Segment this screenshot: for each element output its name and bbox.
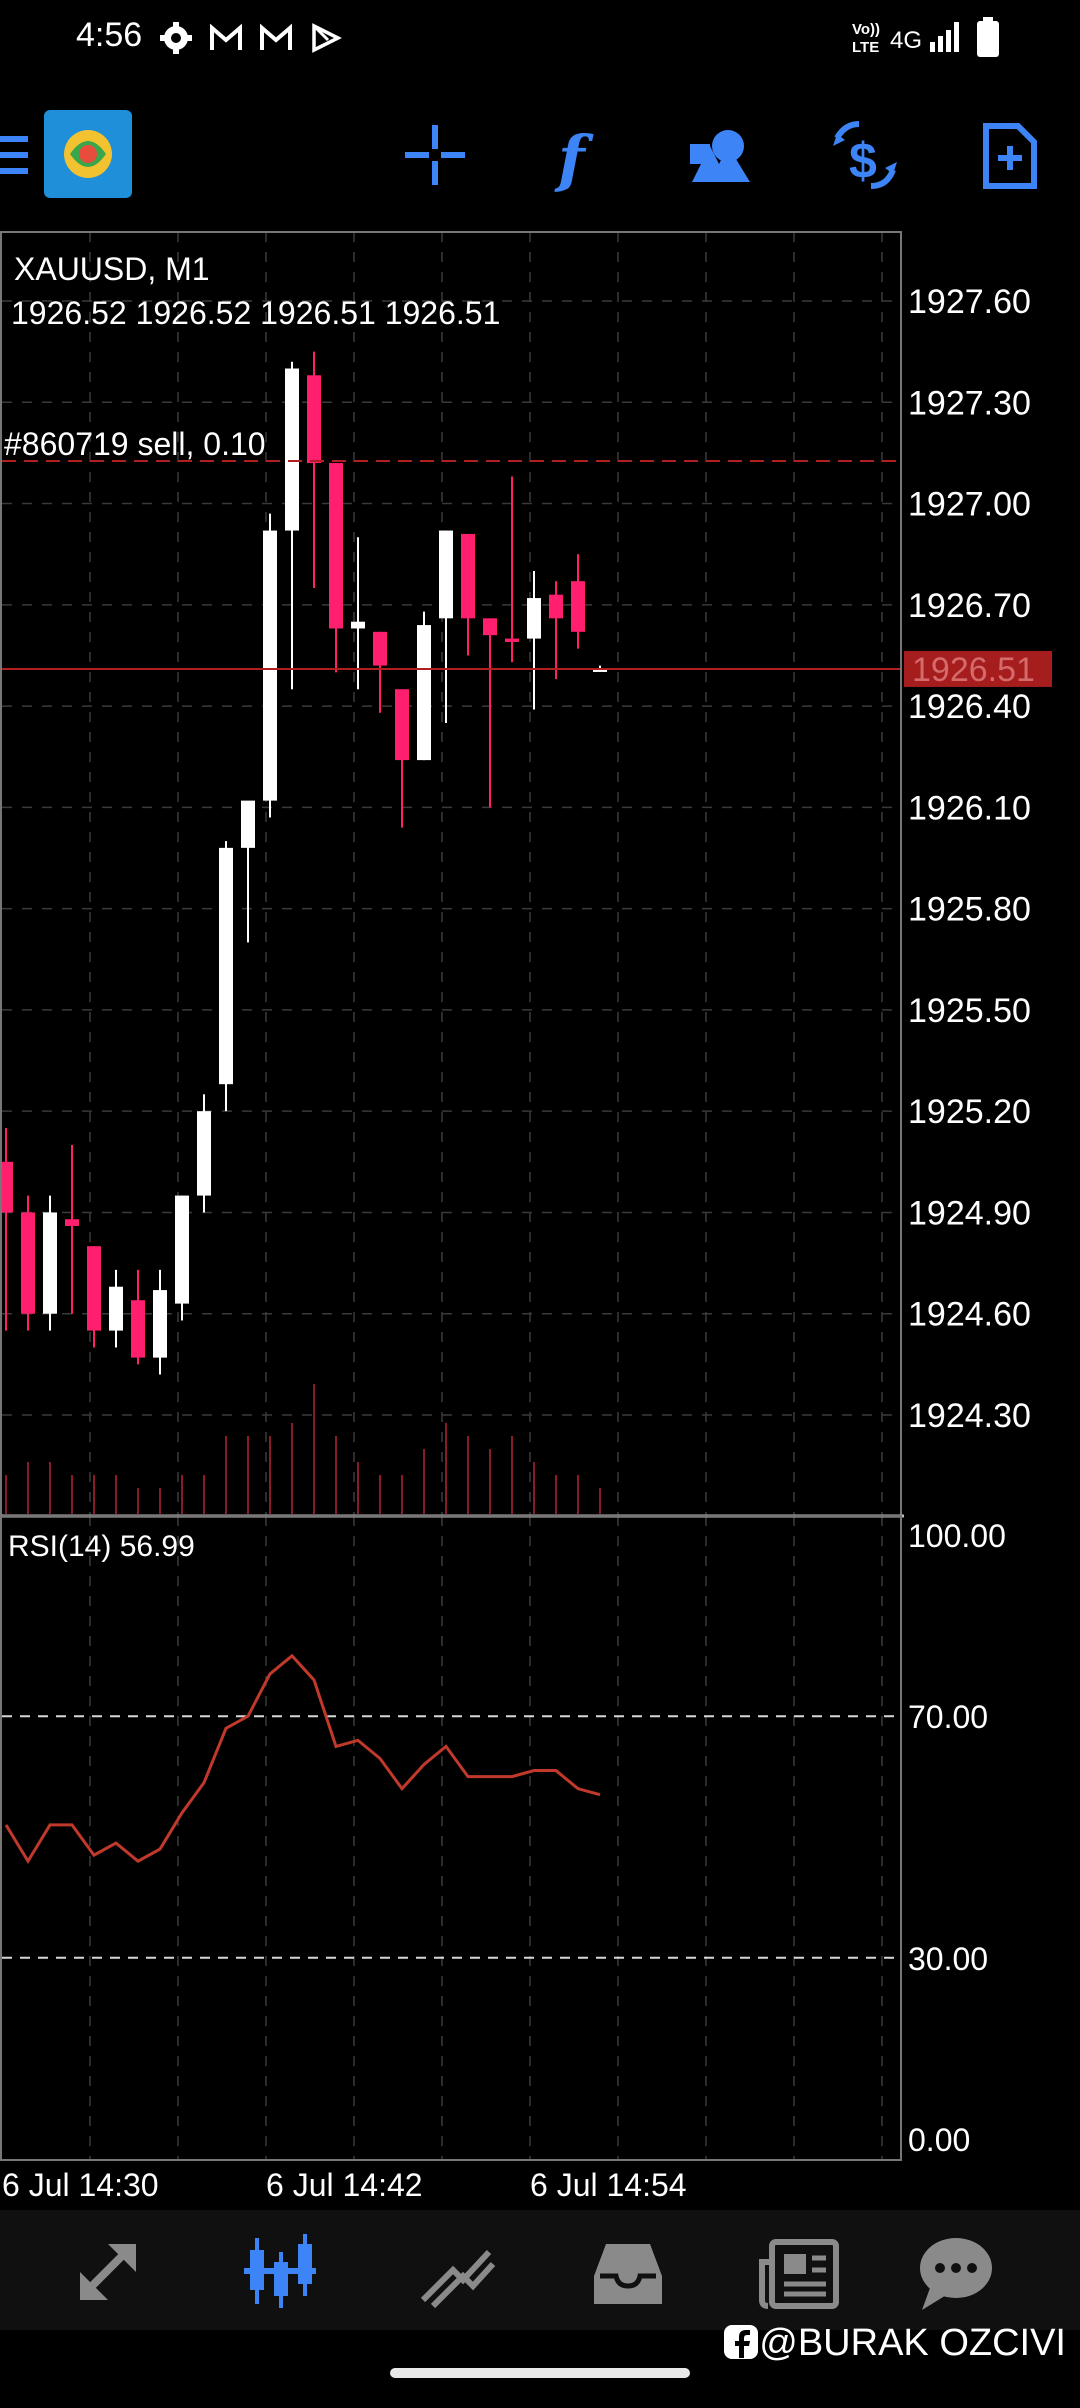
price-tick-label: 1926.40 — [908, 688, 1031, 726]
price-tick-label: 1926.10 — [908, 789, 1031, 827]
charts-icon[interactable] — [230, 2222, 330, 2322]
candle-body — [571, 581, 585, 632]
candle-body — [43, 1212, 57, 1314]
candle-body — [197, 1111, 211, 1196]
battery-icon — [977, 17, 999, 57]
order-label: #860719 sell, 0.10 — [4, 426, 266, 462]
chart-grid — [2, 232, 902, 2160]
candle-body — [131, 1300, 145, 1358]
ohlc-label: 1926.52 1926.52 1926.51 1926.51 — [11, 295, 500, 331]
rsi-pane-border — [0, 1515, 902, 2161]
rsi-tick-label: 0.00 — [908, 2122, 970, 2158]
objects-icon[interactable] — [670, 100, 770, 210]
price-tick-label: 1926.70 — [908, 587, 1031, 625]
bottom-navigation — [0, 2210, 1080, 2330]
candle-body — [329, 463, 343, 629]
candle-body — [65, 1219, 79, 1226]
play-icon — [312, 23, 342, 53]
candle-body — [175, 1195, 189, 1304]
rsi-indicator — [2, 1653, 902, 1959]
price-tick-label: 1925.50 — [908, 992, 1031, 1030]
notification-icons — [160, 22, 342, 54]
gear-icon — [160, 22, 192, 54]
signal-icon — [930, 22, 959, 52]
crosshair-icon[interactable] — [385, 100, 485, 210]
candle-body — [527, 598, 541, 639]
candle-body — [505, 638, 519, 642]
facebook-icon — [724, 2325, 759, 2359]
chart-toolbar: f $ — [0, 100, 1080, 210]
time-axis-label: 6 Jul 14:54 — [530, 2167, 687, 2203]
svg-text:Vo)): Vo)) — [852, 21, 880, 38]
candle-body — [263, 530, 277, 801]
svg-text:LTE: LTE — [852, 39, 879, 56]
indicators-icon[interactable]: f — [528, 100, 628, 210]
rsi-tick-label: 100.00 — [908, 1518, 1006, 1554]
price-tick-label: 1927.30 — [908, 384, 1031, 422]
rsi-tick-label: 70.00 — [908, 1699, 988, 1735]
price-tick-label: 1925.20 — [908, 1093, 1031, 1131]
status-bar: 4:56 Vo)) LTE 4G — [0, 0, 1080, 78]
status-time: 4:56 — [76, 16, 143, 54]
current-price-label: 1926.51 — [912, 651, 1035, 689]
history-icon[interactable] — [578, 2222, 678, 2322]
price-tick-label: 1927.00 — [908, 486, 1031, 524]
candle-body — [87, 1246, 101, 1331]
candle-body — [461, 533, 475, 619]
candle-body — [21, 1212, 35, 1314]
candle-body — [351, 621, 365, 629]
chart-labels: 1927.601927.301927.001926.701926.401926.… — [2, 251, 1035, 2203]
candle-body — [549, 594, 563, 619]
rsi-tick-label: 30.00 — [908, 1941, 988, 1977]
volte-icon: Vo)) LTE — [852, 21, 880, 56]
trade-icon[interactable]: $ — [815, 100, 915, 210]
price-tick-label: 1924.60 — [908, 1296, 1031, 1334]
candle-body — [285, 368, 299, 531]
menu-icon[interactable] — [0, 100, 40, 210]
new-order-icon[interactable] — [960, 100, 1060, 210]
gmail-icon — [260, 23, 292, 50]
candle-body — [0, 1161, 13, 1213]
news-icon[interactable] — [750, 2222, 850, 2322]
svg-text:4G: 4G — [890, 27, 922, 54]
symbol-label: XAUUSD, M1 — [14, 251, 210, 287]
trade-nav-icon[interactable] — [405, 2222, 505, 2322]
quotes-icon[interactable] — [58, 2222, 158, 2322]
candle-body — [153, 1290, 167, 1358]
current-price-tag — [904, 650, 1052, 687]
candlesticks — [0, 351, 607, 1375]
candle-body — [373, 631, 387, 666]
candle-body — [109, 1286, 123, 1331]
price-tick-label: 1927.60 — [908, 283, 1031, 321]
watermark: @BURAK OZCIVI — [723, 2322, 1066, 2365]
candle-body — [483, 618, 497, 636]
rsi-label: RSI(14) 56.99 — [8, 1530, 195, 1563]
candle-body — [593, 668, 607, 672]
home-indicator[interactable] — [390, 2368, 690, 2378]
price-tick-label: 1924.30 — [908, 1397, 1031, 1435]
price-tick-label: 1925.80 — [908, 891, 1031, 929]
4g-icon: 4G — [890, 27, 922, 54]
rsi-line — [4, 1653, 601, 1865]
candle-body — [219, 847, 233, 1085]
app-logo-icon[interactable] — [42, 100, 134, 210]
candle-body — [307, 375, 321, 464]
volume-bars — [5, 1384, 601, 1514]
watermark-text: @BURAK OZCIVI — [759, 2322, 1066, 2364]
candle-body — [439, 530, 453, 619]
system-icons: Vo)) LTE 4G — [852, 17, 999, 57]
time-axis-label: 6 Jul 14:30 — [2, 2167, 159, 2203]
gmail-icon — [210, 23, 242, 50]
candle-body — [417, 625, 431, 761]
messages-icon[interactable] — [904, 2222, 1004, 2322]
candle-body — [241, 800, 255, 848]
chart-frame — [0, 231, 1052, 2161]
price-tick-label: 1924.90 — [908, 1194, 1031, 1232]
svg-text:$: $ — [849, 133, 877, 189]
candle-body — [395, 689, 409, 761]
time-axis-label: 6 Jul 14:42 — [266, 2167, 423, 2203]
